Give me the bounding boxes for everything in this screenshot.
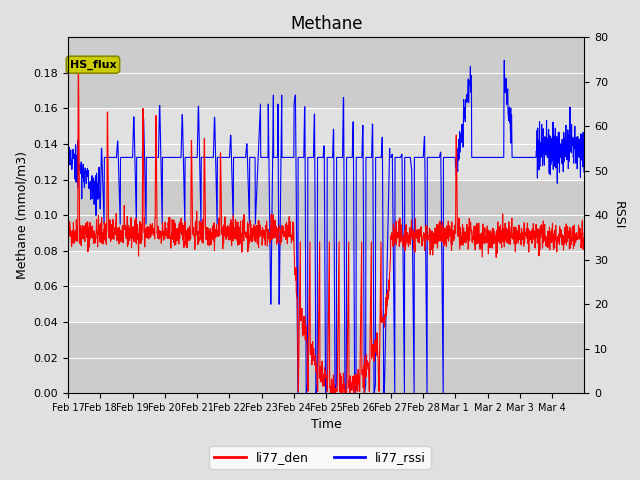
Y-axis label: Methane (mmol/m3): Methane (mmol/m3) <box>15 151 28 279</box>
Bar <box>68 108 584 180</box>
Text: HS_flux: HS_flux <box>70 60 116 70</box>
Y-axis label: RSSI: RSSI <box>612 201 625 229</box>
Title: Methane: Methane <box>290 15 362 33</box>
Bar <box>68 251 584 322</box>
X-axis label: Time: Time <box>311 419 342 432</box>
Legend: li77_den, li77_rssi: li77_den, li77_rssi <box>209 446 431 469</box>
Bar <box>68 180 584 251</box>
Bar <box>68 37 584 108</box>
Bar <box>68 322 584 393</box>
